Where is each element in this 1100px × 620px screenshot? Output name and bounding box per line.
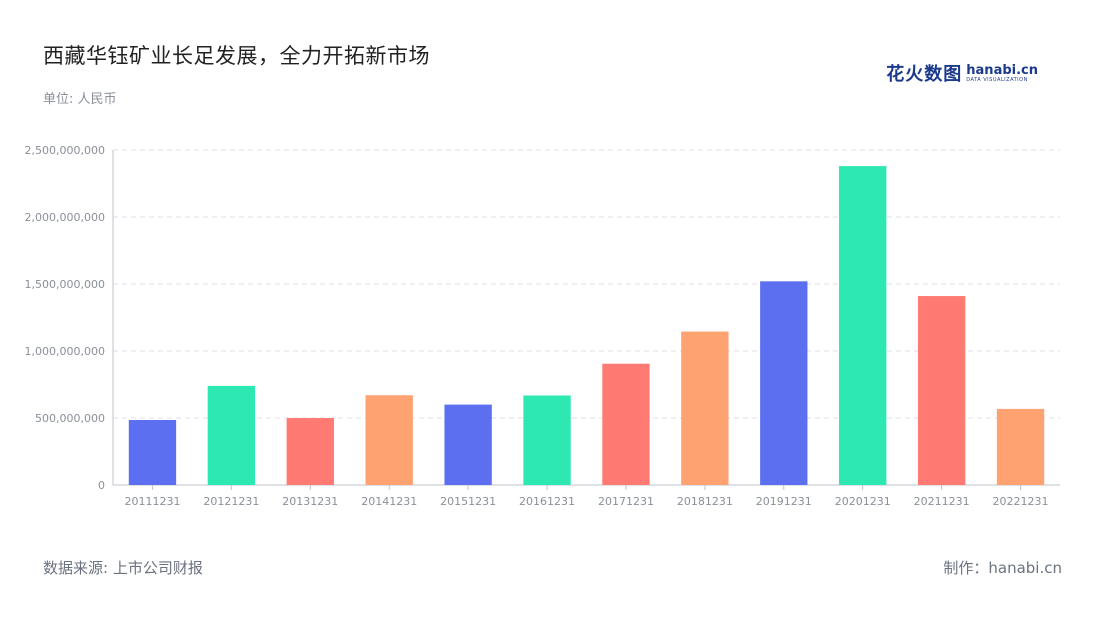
x-tick-label: 20111231: [124, 495, 180, 508]
y-tick-label: 2,000,000,000: [25, 211, 105, 224]
y-tick-label: 500,000,000: [35, 412, 105, 425]
credit: 制作：hanabi.cn: [943, 559, 1062, 577]
bar: [760, 281, 808, 485]
bar: [444, 404, 492, 485]
bar: [207, 385, 256, 485]
bar: [681, 331, 729, 485]
x-tick-label: 20151231: [440, 495, 496, 508]
x-tick-label: 20191231: [756, 495, 812, 508]
y-tick-label: 1,000,000,000: [25, 345, 105, 358]
x-tick-label: 20121231: [203, 495, 259, 508]
x-tick-label: 20131231: [282, 495, 338, 508]
x-tick-label: 20221231: [993, 495, 1049, 508]
x-tick-label: 20161231: [519, 495, 575, 508]
logo-cn-text: 花火数图: [886, 64, 963, 85]
chart-title: 西藏华钰矿业长足发展，全力开拓新市场: [43, 44, 430, 68]
bar: [917, 296, 966, 485]
bar: [839, 166, 887, 485]
logo-en-text: hanabi.cn: [966, 62, 1038, 78]
x-tick-label: 20201231: [835, 495, 891, 508]
x-tick-label: 20171231: [598, 495, 654, 508]
y-tick-label: 0: [98, 479, 105, 492]
y-tick-label: 1,500,000,000: [25, 278, 105, 291]
x-tick-label: 20141231: [361, 495, 417, 508]
data-source: 数据来源: 上市公司财报: [43, 559, 203, 577]
bar: [128, 420, 177, 485]
x-tick-label: 20211231: [914, 495, 970, 508]
unit-label: 单位: 人民币: [43, 92, 117, 107]
bar: [365, 395, 413, 485]
bar: [602, 363, 650, 485]
brand-logo: 花火数图 hanabi.cn DATA VISUALIZATION: [886, 60, 1038, 86]
x-tick-label: 20181231: [677, 495, 733, 508]
bar: [286, 418, 334, 485]
y-tick-label: 2,500,000,000: [25, 144, 105, 157]
bar: [523, 395, 571, 485]
bar: [996, 408, 1045, 485]
logo-sub-text: DATA VISUALIZATION: [966, 76, 1028, 83]
